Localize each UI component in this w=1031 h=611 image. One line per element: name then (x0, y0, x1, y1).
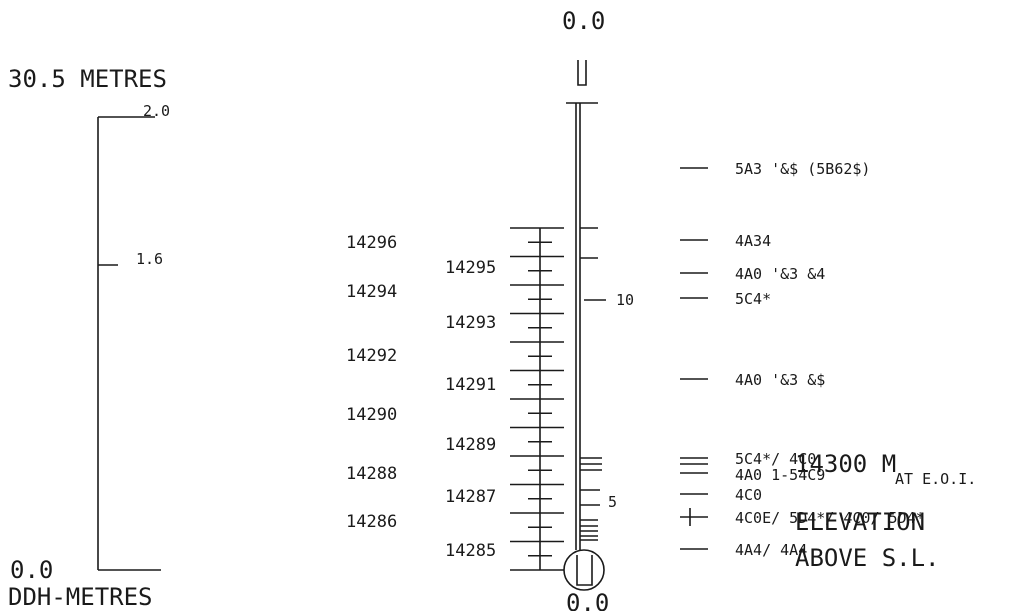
annotation-labels: 5A3 '&$ (5B62$) 4A34 4A0 '&3 &4 5C4* 4A0… (735, 160, 925, 559)
hole-bottom-label: 0.0 (566, 589, 609, 611)
depth-scale: 30.5 METRES 2.0 1.6 0.0 DDH-METRES (8, 65, 170, 611)
elevation-labels-right: 14295 14293 14291 14289 14287 14285 (445, 258, 496, 561)
annotation-label: 4A0 1-54C9 (735, 466, 825, 484)
annotation-label: 4A0 '&3 &4 (735, 265, 825, 283)
elevation-label-right: 14289 (445, 435, 496, 455)
elevation-label-left: 14294 (346, 282, 397, 302)
elevation-note-value: 14300 M (795, 450, 896, 478)
annotation-dashes (680, 167, 708, 550)
elevation-label-right: 14293 (445, 313, 496, 333)
depth-scale-top-label: 2.0 (143, 102, 170, 120)
annotation-label: 5A3 '&$ (5B62$) (735, 160, 870, 178)
annotation-label: 4C0 (735, 486, 762, 504)
elevation-labels-left: 14296 14294 14292 14290 14288 14286 (346, 233, 397, 532)
depth-marker-10: 10 (616, 291, 634, 309)
annotation-label: 4A34 (735, 232, 771, 250)
elevation-label-right: 14295 (445, 258, 496, 278)
elevation-label-left: 14290 (346, 405, 397, 425)
depth-scale-axis-label: DDH-METRES (8, 583, 153, 611)
depth-scale-title: 30.5 METRES (8, 65, 167, 93)
annotation-label: 4A4/ 4A4 (735, 541, 807, 559)
elevation-label-left: 14288 (346, 464, 397, 484)
core-interval-ticks (580, 227, 602, 541)
elevation-label-right: 14291 (445, 375, 496, 395)
elevation-note-line2: ELEVATION (795, 508, 925, 536)
depth-scale-bottom-label: 0.0 (10, 556, 53, 584)
annotation-label: 4C0E/ 5D4*/ 4C0/ 5D4* (735, 509, 925, 527)
annotation-label: 4A0 '&3 &$ (735, 371, 825, 389)
elevation-label-right: 14287 (445, 487, 496, 507)
elevation-ruler (510, 227, 564, 571)
elevation-label-right: 14285 (445, 541, 496, 561)
hole-collar-icon (577, 60, 587, 86)
depth-scale-mid-label: 1.6 (136, 250, 163, 268)
elevation-note-suffix: AT E.O.I. (895, 470, 976, 488)
elevation-note: 14300 M AT E.O.I. ELEVATION ABOVE S.L. (795, 450, 976, 572)
elevation-label-left: 14286 (346, 512, 397, 532)
hole-end-marker-icon (576, 555, 593, 586)
depth-marker-5: 5 (608, 493, 617, 511)
annotation-label: 5C4* (735, 290, 771, 308)
hole-end-circle-icon (563, 549, 605, 591)
hole-top-label: 0.0 (562, 7, 605, 35)
elevation-label-left: 14296 (346, 233, 397, 253)
elevation-note-line3: ABOVE S.L. (795, 544, 940, 572)
elevation-label-left: 14292 (346, 346, 397, 366)
annotation-label: 5C4*/ 4C0 (735, 450, 816, 468)
